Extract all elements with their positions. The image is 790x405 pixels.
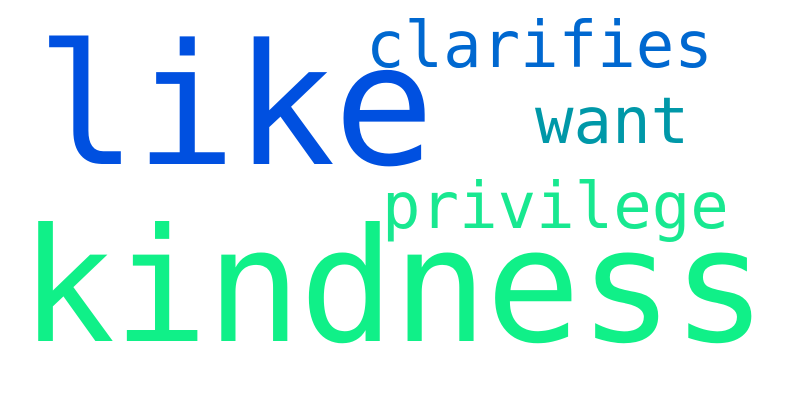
word-kindness: kindness <box>20 195 767 379</box>
word-like: like <box>36 8 435 204</box>
word-want: want <box>535 85 690 159</box>
word-clarifies: clarifies <box>366 9 713 83</box>
word-privilege: privilege <box>382 170 729 244</box>
